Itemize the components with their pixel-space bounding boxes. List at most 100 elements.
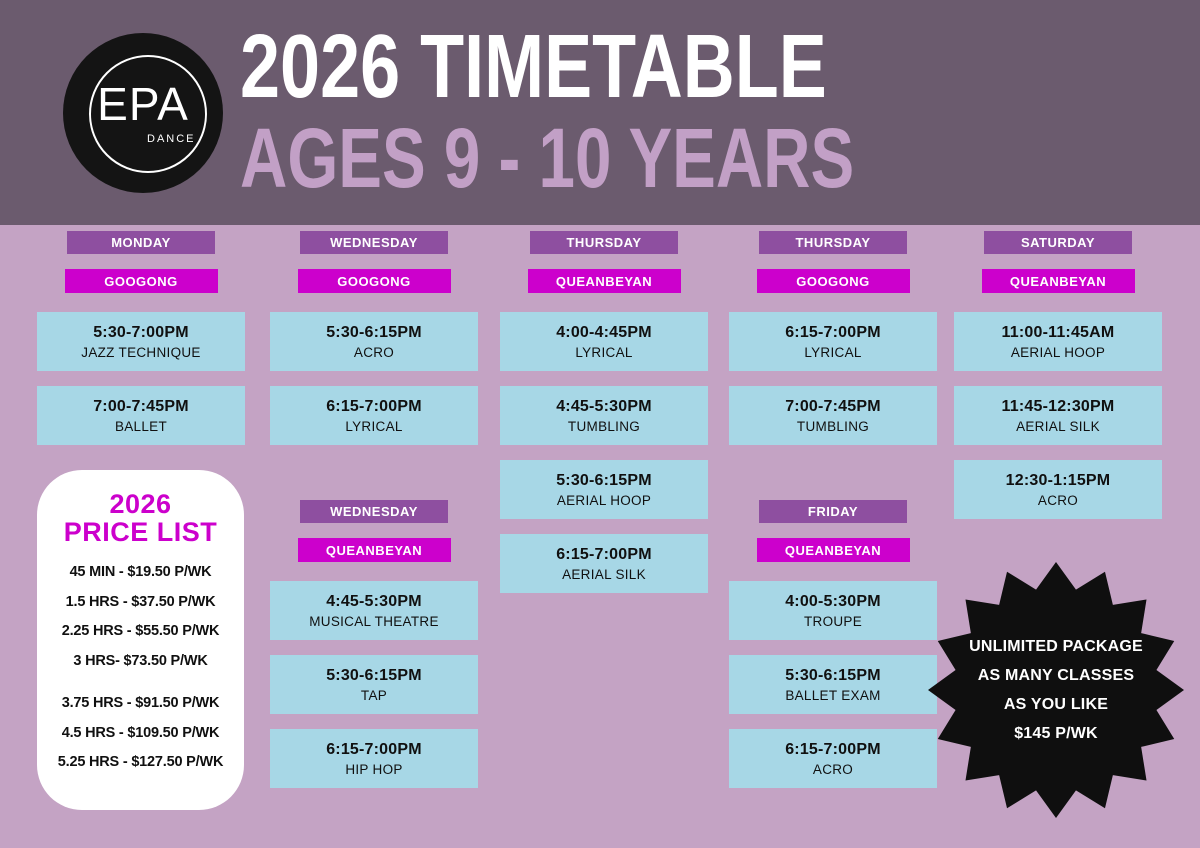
class-time: 7:00-7:45PM — [785, 397, 881, 415]
page-subtitle: AGES 9 - 10 YEARS — [240, 111, 855, 205]
class-card: 5:30-6:15PM ACRO — [270, 312, 478, 371]
class-time: 5:30-6:15PM — [326, 666, 422, 684]
class-name: JAZZ TECHNIQUE — [81, 344, 201, 360]
class-name: BALLET EXAM — [785, 687, 881, 703]
class-time: 4:00-5:30PM — [785, 592, 881, 610]
class-card: 5:30-6:15PM BALLET EXAM — [729, 655, 937, 714]
class-name: TAP — [360, 687, 388, 703]
location-header-queanbeyan: QUEANBEYAN — [756, 538, 910, 562]
class-name: LYRICAL — [804, 344, 862, 360]
class-card: 4:45-5:30PM MUSICAL THEATRE — [270, 581, 478, 640]
location-header-queanbeyan: QUEANBEYAN — [981, 269, 1135, 293]
class-card: 4:45-5:30PM TUMBLING — [500, 386, 708, 445]
class-time: 5:30-6:15PM — [785, 666, 881, 684]
class-name: LYRICAL — [345, 418, 403, 434]
location-header-googong: GOOGONG — [64, 269, 218, 293]
column-thursday-friday: THURSDAY GOOGONG 6:15-7:00PM LYRICAL 7:0… — [729, 231, 937, 788]
class-name: AERIAL SILK — [562, 566, 646, 582]
price-item: 1.5 HRS - $37.50 P/WK — [65, 593, 216, 610]
class-time: 4:45-5:30PM — [556, 397, 652, 415]
location-header-queanbeyan: QUEANBEYAN — [527, 269, 681, 293]
class-card: 5:30-6:15PM AERIAL HOOP — [500, 460, 708, 519]
price-list-items: 45 MIN - $19.50 P/WK 1.5 HRS - $37.50 P/… — [37, 558, 244, 778]
class-time: 6:15-7:00PM — [785, 323, 881, 341]
class-card: 6:15-7:00PM ACRO — [729, 729, 937, 788]
class-name: TUMBLING — [567, 418, 641, 434]
day-header-thursday: THURSDAY — [530, 231, 678, 254]
price-item: 5.25 HRS - $127.50 P/WK — [57, 754, 224, 770]
day-header-friday: FRIDAY — [759, 500, 907, 523]
logo-text: EPA — [97, 78, 189, 130]
column-saturday: SATURDAY QUEANBEYAN 11:00-11:45AM AERIAL… — [954, 231, 1162, 519]
class-name: MUSICAL THEATRE — [309, 613, 439, 629]
class-card: 6:15-7:00PM HIP HOP — [270, 729, 478, 788]
day-header-wednesday: WEDNESDAY — [300, 500, 448, 523]
class-card: 7:00-7:45PM BALLET — [37, 386, 245, 445]
class-time: 6:15-7:00PM — [326, 740, 422, 758]
unlimited-line: AS YOU LIKE — [1003, 696, 1109, 713]
class-name: HIP HOP — [345, 761, 403, 777]
price-item: 4.5 HRS - $109.50 P/WK — [61, 724, 220, 741]
class-name: BALLET — [114, 418, 168, 434]
price-item: 2.25 HRS - $55.50 P/WK — [61, 623, 220, 639]
class-time: 6:15-7:00PM — [785, 740, 881, 758]
class-time: 12:30-1:15PM — [1005, 471, 1111, 489]
class-time: 5:30-7:00PM — [93, 323, 189, 341]
class-time: 4:45-5:30PM — [326, 592, 422, 610]
class-card: 12:30-1:15PM ACRO — [954, 460, 1162, 519]
class-time: 6:15-7:00PM — [556, 545, 652, 563]
price-list-card: 2026 PRICE LIST 45 MIN - $19.50 P/WK 1.5… — [37, 470, 244, 810]
class-card: 6:15-7:00PM AERIAL SILK — [500, 534, 708, 593]
price-list-title-year: 2026 — [109, 489, 172, 519]
unlimited-package-starburst: UNLIMITED PACKAGE AS MANY CLASSES AS YOU… — [928, 562, 1184, 818]
column-thursday-queanbeyan: THURSDAY QUEANBEYAN 4:00-4:45PM LYRICAL … — [500, 231, 708, 593]
day-header-wednesday: WEDNESDAY — [300, 231, 448, 254]
day-header-saturday: SATURDAY — [984, 231, 1132, 254]
day-header-thursday: THURSDAY — [759, 231, 907, 254]
day-header-monday: MONDAY — [67, 231, 215, 254]
class-card: 5:30-7:00PM JAZZ TECHNIQUE — [37, 312, 245, 371]
price-item: 45 MIN - $19.50 P/WK — [69, 564, 212, 580]
column-wednesday: WEDNESDAY GOOGONG 5:30-6:15PM ACRO 6:15-… — [270, 231, 478, 788]
class-card: 4:00-5:30PM TROUPE — [729, 581, 937, 640]
class-name: TROUPE — [803, 613, 863, 629]
class-name: ACRO — [1037, 492, 1079, 508]
class-time: 7:00-7:45PM — [93, 397, 189, 415]
class-card: 11:45-12:30PM AERIAL SILK — [954, 386, 1162, 445]
class-card: 11:00-11:45AM AERIAL HOOP — [954, 312, 1162, 371]
location-header-googong: GOOGONG — [756, 269, 910, 293]
class-card: 7:00-7:45PM TUMBLING — [729, 386, 937, 445]
price-list-title: 2026 PRICE LIST — [37, 490, 244, 546]
class-time: 11:45-12:30PM — [1001, 397, 1115, 415]
class-time: 4:00-4:45PM — [556, 323, 652, 341]
column-monday: MONDAY GOOGONG 5:30-7:00PM JAZZ TECHNIQU… — [37, 231, 245, 810]
location-header-queanbeyan: QUEANBEYAN — [297, 538, 451, 562]
class-card: 6:15-7:00PM LYRICAL — [729, 312, 937, 371]
class-card: 5:30-6:15PM TAP — [270, 655, 478, 714]
unlimited-line: $145 P/WK — [1014, 725, 1098, 742]
price-group-gap — [37, 676, 244, 689]
class-name: TUMBLING — [796, 418, 870, 434]
class-name: LYRICAL — [575, 344, 633, 360]
class-name: ACRO — [353, 344, 395, 360]
price-list-title-label: PRICE LIST — [63, 517, 218, 547]
location-header-googong: GOOGONG — [297, 269, 451, 293]
class-name: AERIAL SILK — [1016, 418, 1100, 434]
class-time: 5:30-6:15PM — [326, 323, 422, 341]
class-name: ACRO — [812, 761, 854, 777]
unlimited-package-text: UNLIMITED PACKAGE AS MANY CLASSES AS YOU… — [969, 632, 1143, 748]
logo-ring — [89, 55, 207, 173]
page-title: 2026 TIMETABLE — [240, 17, 827, 117]
epa-dance-logo: EPA DANCE — [63, 33, 223, 193]
unlimited-line: AS MANY CLASSES — [977, 667, 1135, 684]
price-item: 3 HRS- $73.50 P/WK — [73, 652, 208, 669]
price-item: 3.75 HRS - $91.50 P/WK — [61, 695, 220, 711]
class-time: 11:00-11:45AM — [1001, 323, 1115, 341]
class-card: 6:15-7:00PM LYRICAL — [270, 386, 478, 445]
header-band: EPA DANCE 2026 TIMETABLE AGES 9 - 10 YEA… — [0, 0, 1200, 225]
unlimited-line: UNLIMITED PACKAGE — [969, 638, 1143, 655]
class-name: AERIAL HOOP — [556, 492, 652, 508]
class-name: AERIAL HOOP — [1010, 344, 1106, 360]
class-time: 6:15-7:00PM — [326, 397, 422, 415]
class-card: 4:00-4:45PM LYRICAL — [500, 312, 708, 371]
